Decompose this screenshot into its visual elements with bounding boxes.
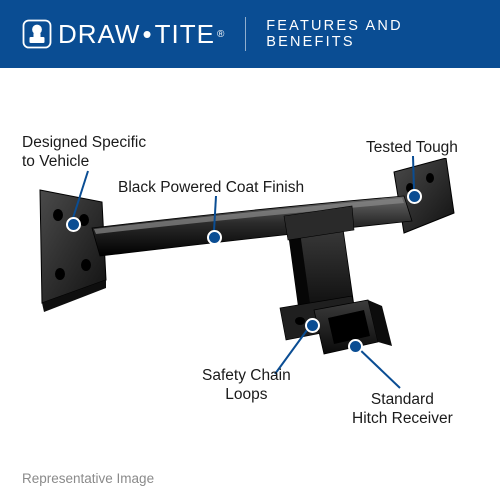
brand-reg: ®: [217, 29, 225, 40]
callout-receiver: StandardHitch Receiver: [352, 390, 453, 429]
marker-designed: [66, 217, 81, 232]
leader-receiver: [356, 346, 400, 388]
brand-logo: DRAW • TITE ®: [22, 19, 225, 50]
marker-loops: [305, 318, 320, 333]
hitch-ball-icon: [22, 19, 52, 49]
leader-finish: [214, 196, 216, 231]
marker-receiver: [348, 339, 363, 354]
footnote: Representative Image: [22, 471, 154, 486]
brand-sep: •: [142, 19, 152, 50]
marker-tested: [407, 189, 422, 204]
marker-finish: [207, 230, 222, 245]
callout-finish: Black Powered Coat Finish: [118, 178, 304, 197]
diagram-stage: Designed Specificto Vehicle Black Powere…: [0, 68, 500, 500]
callout-tested: Tested Tough: [366, 138, 458, 157]
brand-pre: DRAW: [58, 19, 140, 50]
brand-name: DRAW • TITE ®: [58, 19, 225, 50]
header-tagline: FEATURES AND BENEFITS: [266, 18, 478, 50]
leader-tested: [413, 156, 414, 190]
leader-designed: [73, 171, 88, 218]
header: DRAW • TITE ® FEATURES AND BENEFITS: [0, 0, 500, 68]
brand-post: TITE: [155, 19, 215, 50]
header-divider: [245, 17, 246, 51]
callout-loops: Safety ChainLoops: [202, 366, 291, 405]
callout-designed: Designed Specificto Vehicle: [22, 133, 146, 172]
